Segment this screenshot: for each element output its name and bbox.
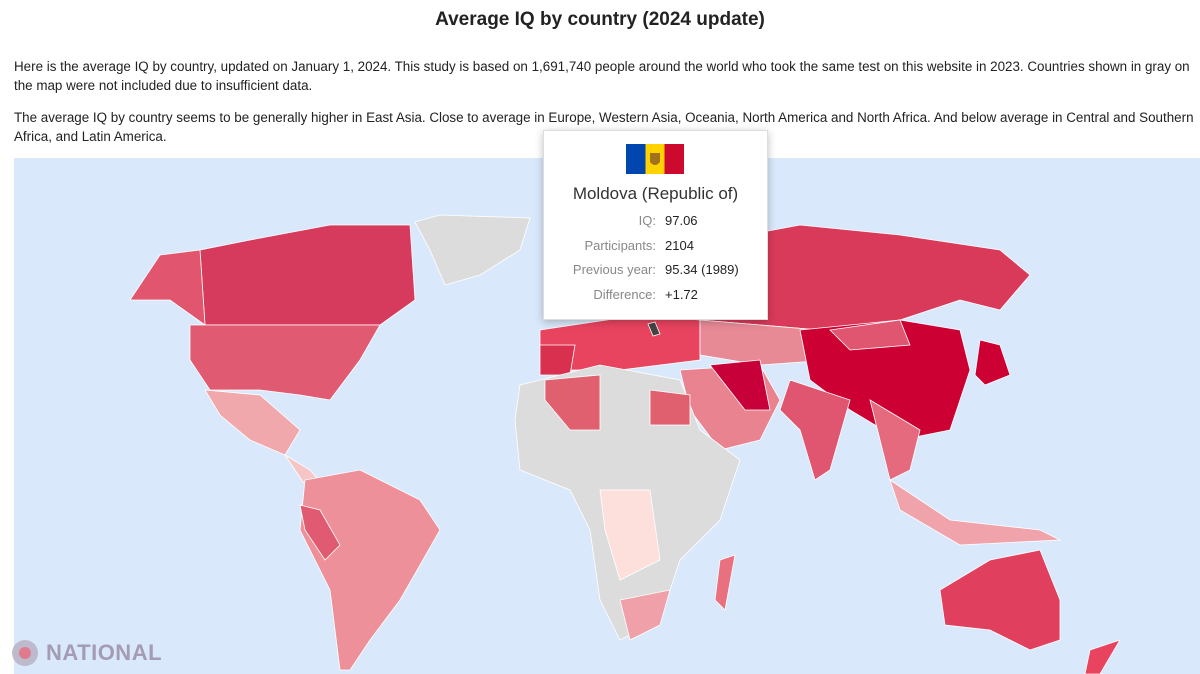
row-value: 97.06: [665, 213, 698, 228]
central-asia[interactable]: [699, 319, 831, 366]
japan[interactable]: [974, 339, 1011, 386]
tooltip-rows: IQ: 97.06 Participants: 2104 Previous year…: [544, 209, 767, 307]
row-label: Previous year:: [572, 262, 656, 277]
madagascar[interactable]: [714, 554, 736, 611]
indonesia[interactable]: [889, 479, 1062, 546]
tooltip-row: IQ: 97.06: [544, 209, 767, 234]
watermark-text: NATIONAL: [46, 640, 163, 665]
australia[interactable]: [939, 549, 1061, 651]
iberia[interactable]: [539, 344, 576, 376]
flag: [626, 144, 684, 174]
iran[interactable]: [709, 359, 771, 411]
south-america[interactable]: [299, 469, 441, 671]
watermark-logo: [12, 640, 38, 666]
tooltip-row: Previous year: 95.34 (1989): [544, 258, 767, 283]
greenland[interactable]: [414, 214, 531, 286]
tooltip-row: Difference: +1.72: [544, 283, 767, 308]
southeast-asia[interactable]: [869, 399, 921, 481]
tooltip-country: Moldova (Republic of): [572, 184, 739, 203]
india[interactable]: [779, 379, 851, 481]
algeria[interactable]: [544, 374, 601, 431]
tooltip: Moldova (Republic of) IQ: 97.06 Participa…: [543, 130, 768, 320]
peru[interactable]: [299, 504, 341, 561]
row-label: Difference:: [593, 286, 656, 302]
intro-paragraph: Here is the average IQ by country, updat…: [14, 59, 1190, 93]
watermark: NATIONAL: [10, 638, 162, 668]
page-title: Average IQ by country (2024 update): [435, 9, 765, 30]
summary-paragraph: The average IQ by country seems to be ge…: [14, 110, 1194, 144]
usa[interactable]: [189, 324, 381, 401]
mongolia[interactable]: [829, 319, 911, 351]
row-label: Participants:: [584, 237, 656, 253]
tooltip-row: Participants: 2104: [544, 234, 767, 259]
row-value: +1.72: [665, 286, 698, 302]
south-africa[interactable]: [619, 589, 671, 641]
china[interactable]: [799, 319, 971, 441]
row-value: 95.34 (1989): [665, 262, 739, 277]
row-label: IQ:: [638, 213, 656, 228]
row-value: 2104: [665, 237, 694, 253]
moldova-highlight[interactable]: [647, 321, 661, 337]
new-zealand[interactable]: [1084, 639, 1121, 674]
alaska[interactable]: [129, 249, 206, 326]
central-africa[interactable]: [599, 489, 661, 581]
egypt[interactable]: [649, 389, 691, 426]
